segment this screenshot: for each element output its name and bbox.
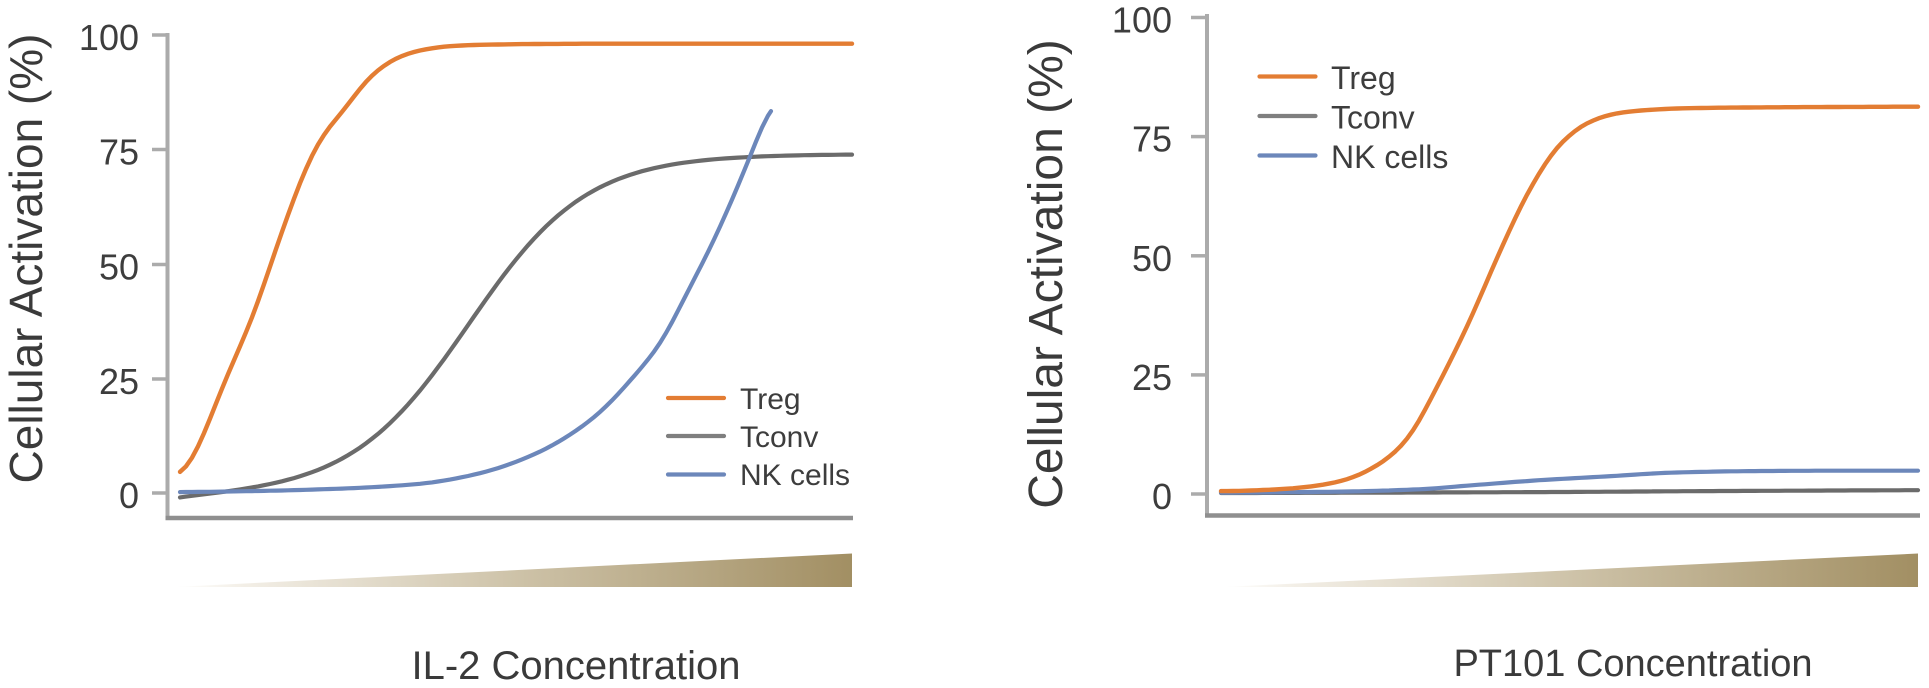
svg-text:25: 25 bbox=[99, 361, 139, 402]
svg-text:Treg: Treg bbox=[740, 383, 801, 416]
svg-text:Treg: Treg bbox=[1331, 60, 1396, 96]
svg-text:NK cells: NK cells bbox=[740, 459, 850, 492]
svg-text:50: 50 bbox=[1132, 238, 1172, 279]
svg-text:100: 100 bbox=[79, 17, 139, 58]
svg-text:75: 75 bbox=[99, 132, 139, 173]
svg-text:75: 75 bbox=[1132, 119, 1172, 160]
svg-text:NK cells: NK cells bbox=[1331, 139, 1448, 175]
svg-text:PT101 Concentration: PT101 Concentration bbox=[1453, 643, 1812, 685]
svg-text:Tconv: Tconv bbox=[740, 421, 818, 454]
svg-text:50: 50 bbox=[99, 247, 139, 288]
svg-text:IL-2 Concentration: IL-2 Concentration bbox=[411, 644, 740, 688]
svg-text:0: 0 bbox=[1152, 476, 1172, 517]
svg-text:Cellular Activation (%): Cellular Activation (%) bbox=[1020, 39, 1073, 509]
svg-text:Cellular Activation (%): Cellular Activation (%) bbox=[0, 34, 52, 484]
svg-text:0: 0 bbox=[119, 475, 139, 516]
svg-text:100: 100 bbox=[1112, 0, 1172, 41]
svg-text:25: 25 bbox=[1132, 357, 1172, 398]
svg-text:Tconv: Tconv bbox=[1331, 100, 1415, 136]
